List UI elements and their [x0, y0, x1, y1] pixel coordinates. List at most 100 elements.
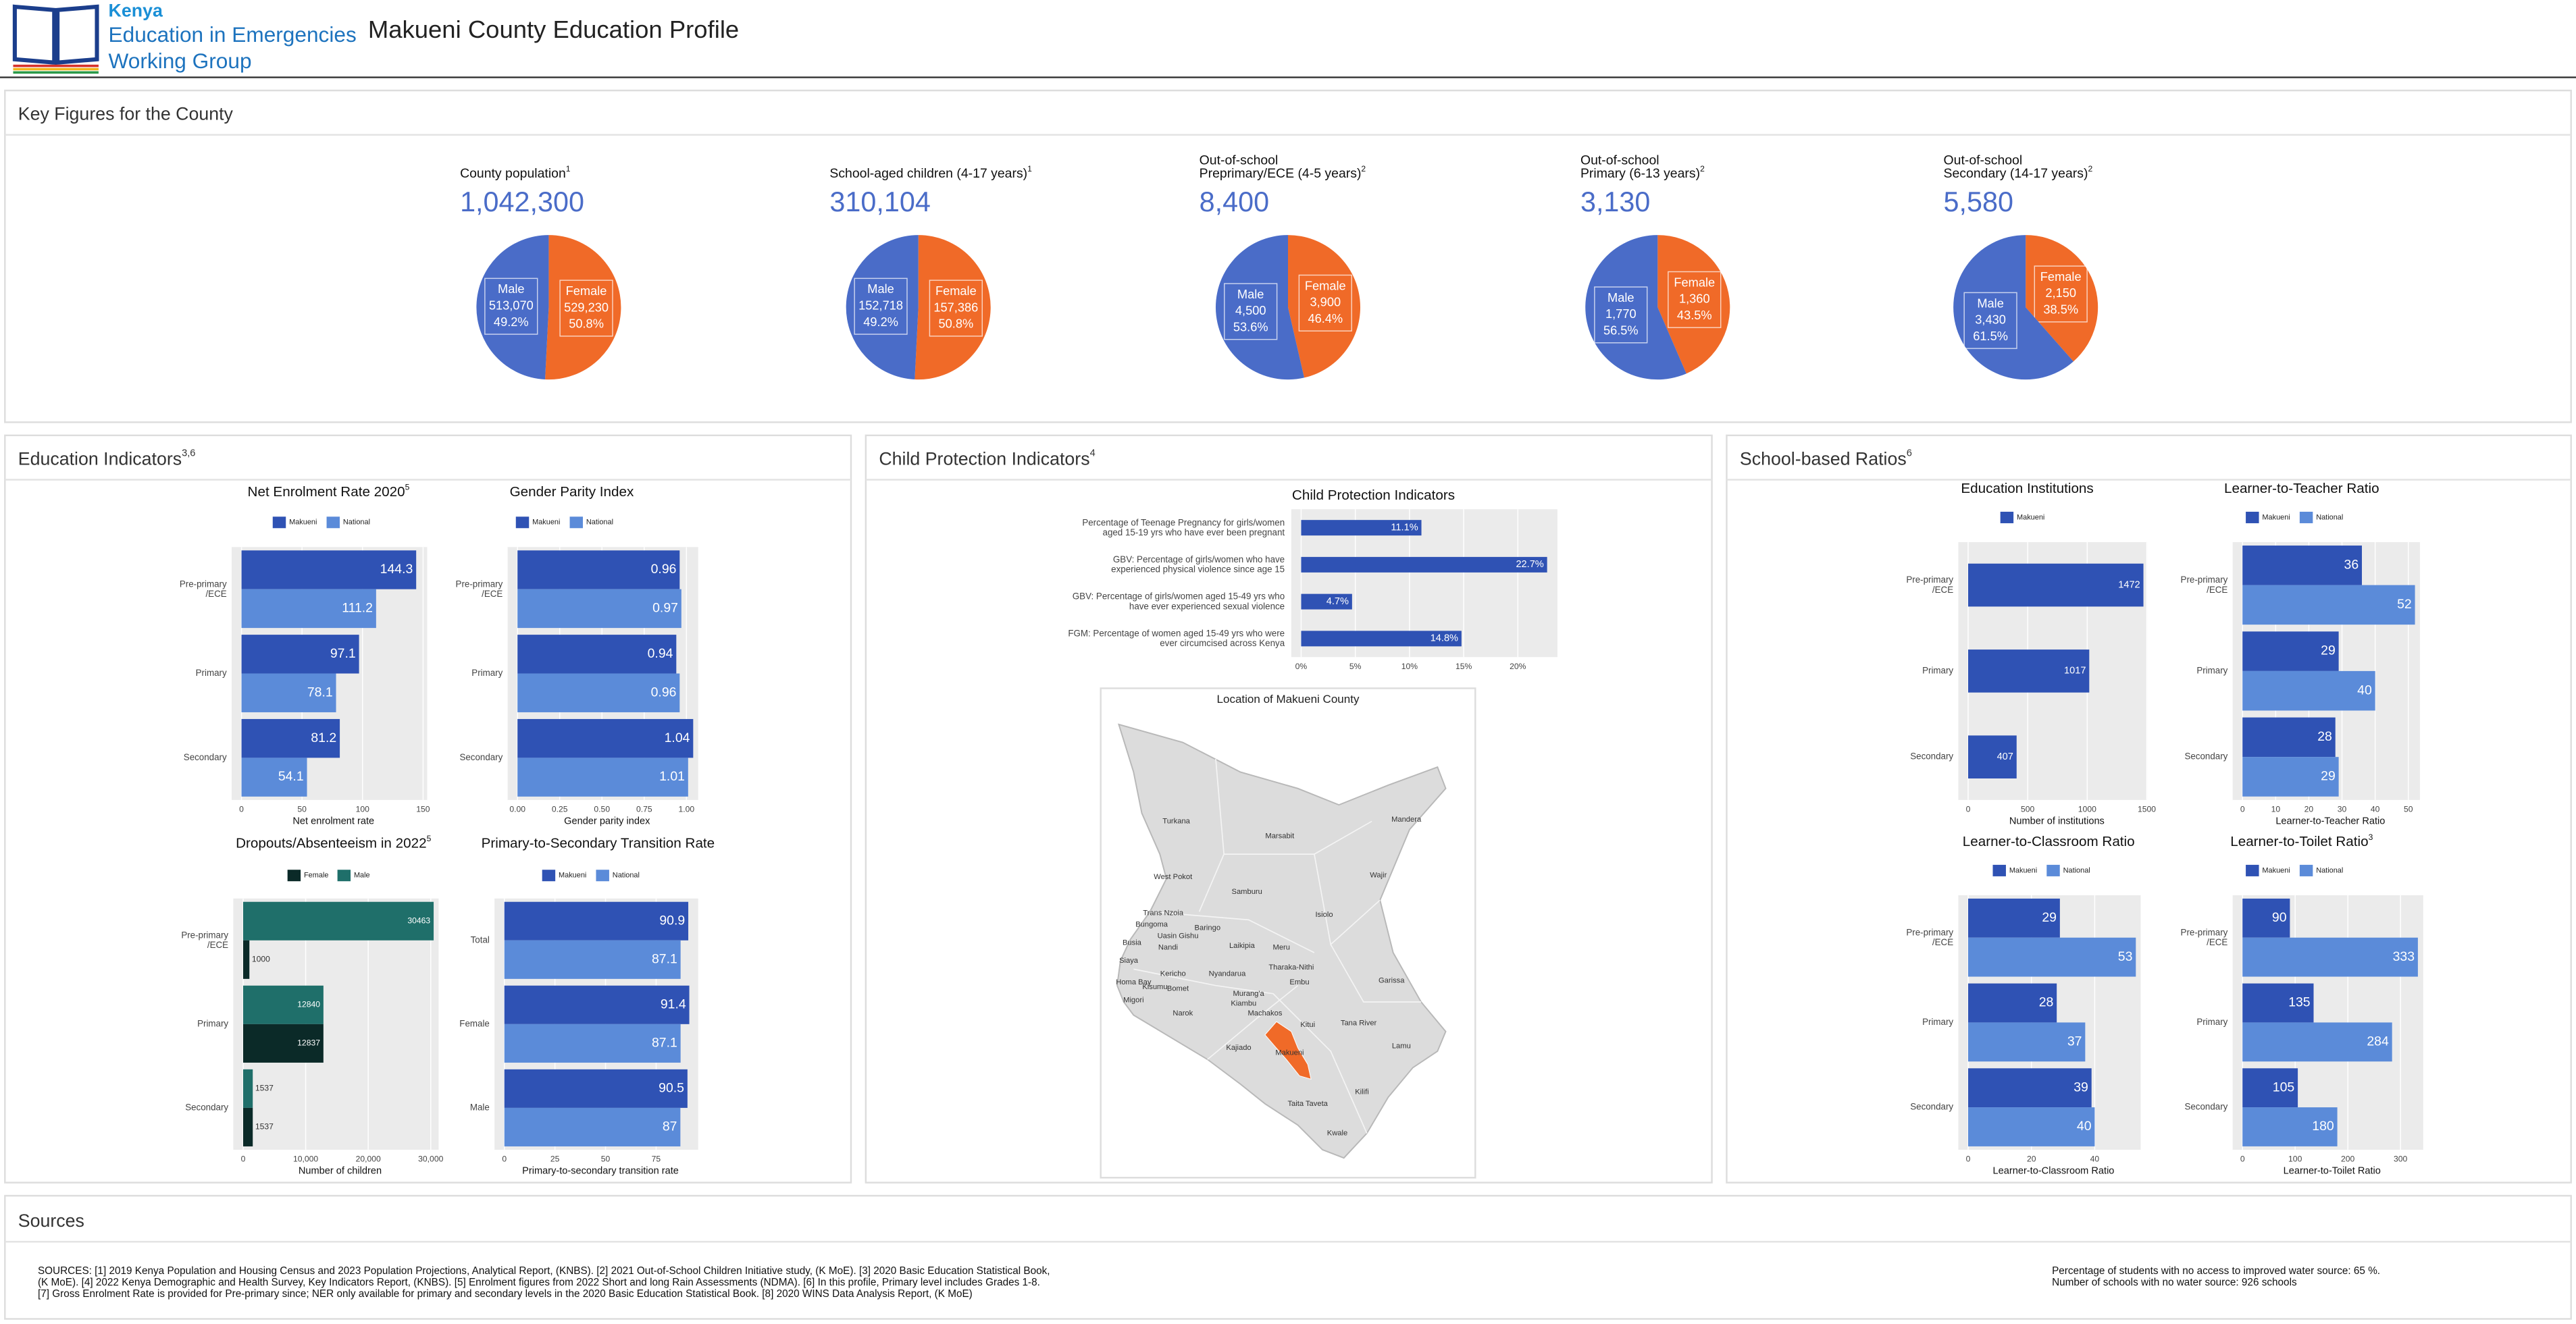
value-label: 1537: [255, 1084, 274, 1093]
section-title-sup: 3,6: [182, 448, 195, 458]
value-label: 52: [2397, 597, 2412, 612]
value-label: 135: [2288, 995, 2310, 1010]
legend-label: Female: [304, 872, 328, 880]
x-tick-label: 500: [2021, 805, 2035, 814]
map-label: Trans Nzoia: [1143, 909, 1184, 918]
category-label: Primary: [2196, 1017, 2227, 1027]
map-label: Kericho: [1160, 970, 1186, 978]
logo-text: Education in Emergencies: [109, 22, 357, 47]
legend-label: Makueni: [559, 872, 586, 880]
x-tick-label: 1500: [2138, 805, 2156, 814]
value-label: 105: [2273, 1080, 2294, 1094]
value-label: 87: [663, 1119, 677, 1134]
panel: [1726, 434, 2572, 1184]
legend-swatch: [287, 870, 301, 882]
x-tick-label: 40: [2371, 805, 2380, 814]
map-label: Embu: [1289, 978, 1309, 986]
map-label: Kilifi: [1355, 1088, 1368, 1096]
legend-swatch: [2000, 511, 2014, 523]
legend-swatch: [596, 870, 609, 882]
section-title-sup: 4: [1090, 448, 1096, 458]
value-label: 1.04: [665, 731, 690, 745]
slice-label-box: [1298, 274, 1352, 332]
bar: [2242, 1107, 2338, 1146]
category-label: Primary: [1922, 1017, 1953, 1027]
x-tick-label: 10: [2271, 805, 2281, 814]
x-axis-label: Learner-to-Teacher Ratio: [2275, 816, 2385, 826]
slice-value: 1,360: [1679, 292, 1710, 306]
logo-text: Working Group: [109, 49, 252, 73]
x-tick-label: 10,000: [293, 1155, 318, 1164]
figure-label-sup: 1: [1027, 164, 1032, 174]
text-line: GBV: Percentage of girls/women who have: [1113, 554, 1285, 564]
bar: [517, 550, 680, 589]
category-label: Pre-primary/ECE: [181, 930, 228, 950]
figure-label: Out-of-school: [1944, 153, 2023, 168]
x-tick-label: 0%: [1295, 662, 1308, 671]
value-label: 90.5: [659, 1081, 684, 1096]
map-label: Bomet: [1167, 985, 1189, 993]
section-title: School-based Ratios6: [1740, 448, 1912, 469]
bar: [1968, 1022, 2086, 1062]
bar: [242, 1107, 253, 1146]
slice-label-box: [929, 280, 983, 337]
value-label: 53: [2118, 949, 2133, 964]
map-border: [1150, 911, 1315, 953]
slice-category: Female: [2040, 269, 2082, 284]
bar: [2242, 631, 2339, 671]
text-line: Pre-primary: [456, 579, 503, 589]
pie-slice: [1288, 235, 1361, 378]
map-border: [1330, 944, 1422, 1003]
bar: [241, 758, 307, 797]
bar: [241, 589, 376, 629]
bar: [504, 985, 690, 1024]
category-label: Pre-primary/ECE: [180, 579, 227, 599]
value-label: 30463: [407, 916, 430, 925]
value-label: 78.1: [307, 685, 333, 699]
value-label: 407: [1997, 751, 2013, 762]
x-tick-label: 20,000: [356, 1155, 381, 1164]
value-label: 29: [2321, 769, 2336, 784]
slice-category: Female: [566, 284, 607, 298]
slice-share: 49.2%: [494, 315, 529, 329]
chart-title-text: Dropouts/Absenteeism in 2022: [236, 836, 426, 851]
text-line: aged 15-19 yrs who have ever been pregna…: [1103, 527, 1285, 537]
x-tick-label: 50: [297, 805, 307, 814]
bar: [242, 940, 250, 979]
x-tick-label: 50: [2404, 805, 2413, 814]
value-label: 87.1: [652, 951, 677, 966]
category-label: Primary: [2196, 665, 2227, 675]
text-line: Percentage of Teenage Pregnancy for girl…: [1082, 517, 1285, 527]
bar: [1968, 650, 2090, 693]
value-label: 87.1: [652, 1036, 677, 1051]
map-label: Taita Taveta: [1287, 1100, 1328, 1108]
legend-label: Makueni: [2017, 513, 2044, 521]
map-label: Meru: [1273, 944, 1290, 952]
map-label: Tharaka-Nithi: [1268, 963, 1314, 972]
bar: [1301, 556, 1547, 573]
text-line: experienced physical violence since age …: [1111, 564, 1285, 574]
legend-label: Makueni: [2262, 866, 2290, 874]
bar: [1968, 1068, 2092, 1108]
value-label: 97.1: [330, 646, 356, 661]
bar: [2242, 1068, 2298, 1108]
legend-swatch: [272, 517, 286, 529]
slice-share: 50.8%: [938, 317, 973, 331]
chart-title: Education Institutions: [1961, 481, 2093, 497]
value-label: 0.96: [651, 685, 677, 699]
text-line: ever circumcised across Kenya: [1160, 638, 1285, 648]
bar: [2242, 585, 2415, 625]
legend-label: National: [2316, 513, 2343, 521]
value-label: 12837: [297, 1038, 320, 1048]
value-label: 37: [2067, 1034, 2082, 1049]
map-label: Busia: [1123, 938, 1142, 947]
figure-label-text: Primary (6-13 years): [1580, 166, 1700, 181]
map-label: Siaya: [1119, 957, 1139, 965]
text-line: /ECE: [1932, 937, 1953, 947]
bar: [504, 1069, 688, 1108]
category-label: Primary: [197, 1018, 228, 1028]
value-label: 1017: [2064, 666, 2086, 677]
map-label: Migori: [1123, 997, 1143, 1005]
category-label: Secondary: [185, 1102, 228, 1112]
map-label: Marsabit: [1265, 832, 1295, 840]
